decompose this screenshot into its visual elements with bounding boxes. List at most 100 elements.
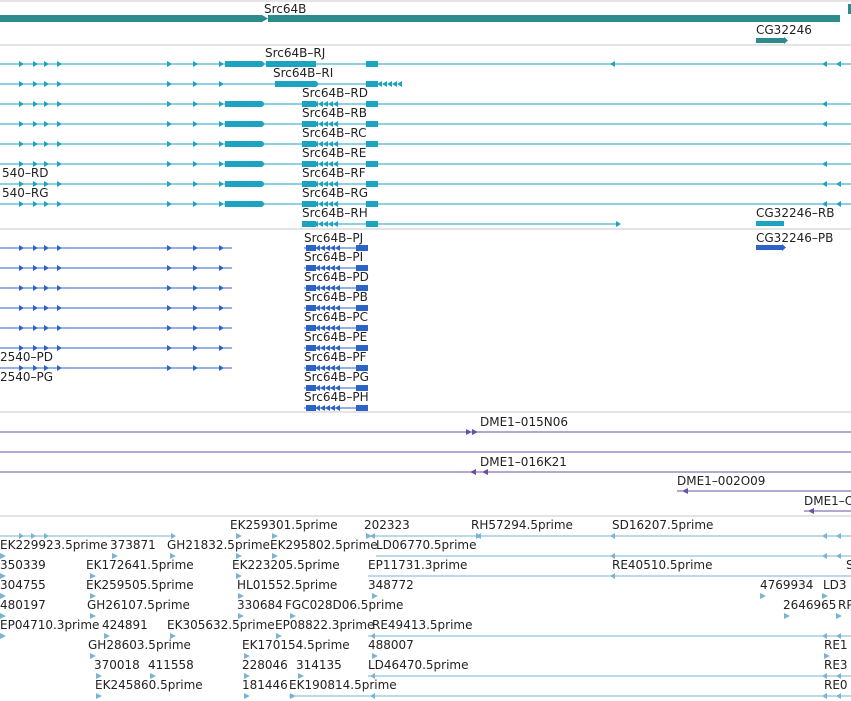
est-row-line-2[interactable] bbox=[376, 553, 851, 559]
transcript-track[interactable] bbox=[0, 61, 851, 227]
transcript-rb-row[interactable] bbox=[0, 121, 851, 127]
transcript-rh-row[interactable] bbox=[302, 221, 621, 227]
est-read-36[interactable] bbox=[96, 693, 102, 699]
transcript-cg32246-rb-exon[interactable] bbox=[756, 221, 784, 226]
est-row-line-6[interactable] bbox=[289, 693, 851, 699]
est-read-4[interactable] bbox=[0, 553, 6, 559]
est-row-line-5[interactable] bbox=[368, 673, 851, 679]
protein-pi-row[interactable] bbox=[0, 245, 368, 271]
protein-pf-exon-b[interactable] bbox=[356, 365, 368, 371]
transcript-rf-exon-a[interactable] bbox=[225, 181, 262, 187]
est-read-20[interactable] bbox=[238, 613, 244, 619]
est-track[interactable] bbox=[0, 533, 851, 699]
est-read-11[interactable] bbox=[236, 573, 242, 579]
transcript-rc-exon-c[interactable] bbox=[366, 141, 378, 147]
transcript-re-row[interactable] bbox=[0, 161, 851, 167]
est-read-19[interactable] bbox=[90, 613, 96, 619]
protein-pb-exon-b[interactable] bbox=[356, 305, 368, 311]
est-row-line-4[interactable] bbox=[368, 633, 851, 639]
transcript-rc-row[interactable] bbox=[0, 141, 851, 147]
est-read-27[interactable] bbox=[276, 633, 282, 639]
transcript-re-exon-c[interactable] bbox=[366, 161, 378, 167]
protein-pg-exon-b[interactable] bbox=[356, 385, 368, 391]
protein-pg-row[interactable] bbox=[0, 365, 368, 391]
protein-cg32246-pb-row[interactable] bbox=[756, 244, 786, 251]
gene-feature-cg32246[interactable] bbox=[756, 38, 784, 43]
gene-track[interactable] bbox=[0, 4, 851, 44]
transcript-rf-exon-c[interactable] bbox=[366, 181, 378, 187]
est-read-38[interactable] bbox=[290, 693, 296, 699]
transcript-ri-row[interactable] bbox=[0, 81, 402, 87]
est-read-16[interactable] bbox=[760, 593, 766, 599]
transcript-rb-exon-a[interactable] bbox=[225, 121, 262, 127]
est-read-8[interactable] bbox=[272, 553, 278, 559]
protein-pe-exon-b[interactable] bbox=[356, 345, 368, 351]
clone-track[interactable] bbox=[0, 429, 851, 514]
protein-pd-row[interactable] bbox=[0, 265, 368, 291]
est-row-line-1[interactable] bbox=[368, 533, 851, 539]
est-read-31[interactable] bbox=[824, 653, 830, 659]
est-read-18[interactable] bbox=[0, 613, 6, 619]
transcript-rd-exon-c[interactable] bbox=[366, 101, 378, 107]
est-read-30[interactable] bbox=[372, 653, 378, 659]
transcript-rg-exon-a[interactable] bbox=[225, 201, 262, 207]
transcript-rj-exon-b[interactable] bbox=[266, 61, 316, 67]
protein-cg32246-pb-exon[interactable] bbox=[756, 245, 782, 250]
est-read-6[interactable] bbox=[170, 553, 176, 559]
est-read-14[interactable] bbox=[238, 593, 244, 599]
est-read-17[interactable] bbox=[822, 593, 828, 599]
est-row-line-3[interactable] bbox=[368, 573, 851, 579]
est-read-25[interactable] bbox=[104, 633, 110, 639]
protein-pc-row[interactable] bbox=[0, 305, 368, 331]
est-read-12[interactable] bbox=[0, 593, 6, 599]
est-read-0[interactable] bbox=[236, 533, 242, 539]
est-read-37[interactable] bbox=[244, 693, 250, 699]
protein-pf-row[interactable] bbox=[0, 345, 368, 371]
est-read-24[interactable] bbox=[0, 633, 6, 639]
protein-pj-exon-b[interactable] bbox=[356, 245, 368, 251]
protein-pj-row[interactable] bbox=[304, 245, 368, 251]
transcript-rf-row[interactable] bbox=[0, 181, 851, 187]
transcript-rj-exon-a[interactable] bbox=[225, 61, 262, 67]
transcript-rj-row[interactable] bbox=[0, 61, 851, 67]
transcript-cg32246-rb-row[interactable] bbox=[756, 221, 784, 226]
est-read-28[interactable] bbox=[90, 653, 96, 659]
gene-feature-src64b-right[interactable] bbox=[268, 15, 840, 22]
est-read-1[interactable] bbox=[272, 533, 278, 539]
est-read-33[interactable] bbox=[150, 673, 156, 679]
est-read-35[interactable] bbox=[298, 673, 304, 679]
protein-ph-exon-b[interactable] bbox=[356, 405, 368, 411]
est-read-34[interactable] bbox=[244, 673, 250, 679]
est-read-22[interactable] bbox=[784, 613, 790, 619]
protein-pc-exon-b[interactable] bbox=[356, 325, 368, 331]
est-read-23[interactable] bbox=[836, 613, 842, 619]
transcript-rd-exon-a[interactable] bbox=[225, 101, 262, 107]
est-row-line-0[interactable] bbox=[0, 533, 176, 539]
est-read-10[interactable] bbox=[90, 573, 96, 579]
transcript-ri-exon-a[interactable] bbox=[275, 81, 316, 87]
protein-pb-row[interactable] bbox=[0, 285, 368, 311]
est-read-15[interactable] bbox=[372, 593, 378, 599]
transcript-rj-exon-c[interactable] bbox=[366, 61, 378, 67]
est-read-21[interactable] bbox=[290, 613, 296, 619]
transcript-rc-exon-a[interactable] bbox=[225, 141, 262, 147]
transcript-rb-exon-c[interactable] bbox=[366, 121, 378, 127]
est-read-29[interactable] bbox=[244, 653, 250, 659]
est-read-5[interactable] bbox=[112, 553, 118, 559]
protein-pd-exon-b[interactable] bbox=[356, 285, 368, 291]
transcript-rg-row[interactable] bbox=[0, 201, 851, 207]
est-read-3[interactable] bbox=[476, 533, 482, 539]
est-read-32[interactable] bbox=[96, 673, 102, 679]
transcript-re-exon-a[interactable] bbox=[225, 161, 262, 167]
est-read-13[interactable] bbox=[90, 593, 96, 599]
protein-pe-row[interactable] bbox=[0, 325, 368, 351]
transcript-rg-exon-c[interactable] bbox=[366, 201, 378, 207]
est-read-7[interactable] bbox=[236, 553, 242, 559]
protein-track[interactable] bbox=[0, 244, 786, 411]
protein-pi-exon-b[interactable] bbox=[356, 265, 368, 271]
est-read-9[interactable] bbox=[0, 573, 6, 579]
transcript-rd-row[interactable] bbox=[0, 101, 851, 107]
est-read-26[interactable] bbox=[170, 633, 176, 639]
est-read-2[interactable] bbox=[366, 533, 372, 539]
